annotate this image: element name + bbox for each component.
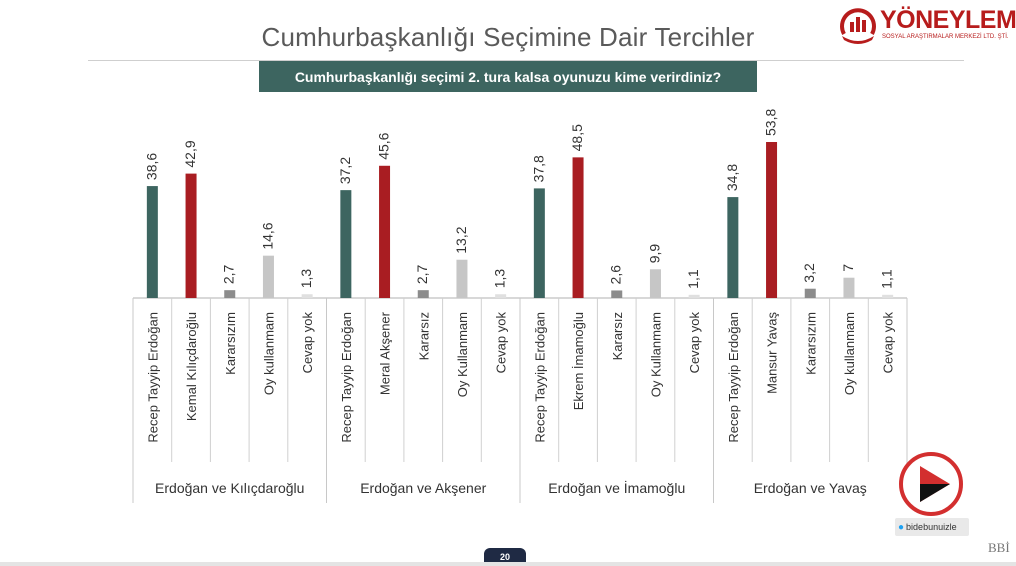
bar [340,190,352,298]
page-number: 20 [484,548,526,566]
data-label: 2,6 [608,265,624,285]
bar [727,197,739,298]
data-label: 45,6 [376,132,392,159]
question-banner: Cumhurbaşkanlığı seçimi 2. tura kalsa oy… [259,61,757,92]
social-handle: ● bidebunuizle [895,518,969,536]
page-title: Cumhurbaşkanlığı Seçimine Dair Tercihler [261,22,755,52]
bottom-bar [0,562,1016,566]
yoneylem-logo: YÖNEYLEM SOSYAL ARAŞTIRMALAR MERKEZİ LTD… [838,6,1016,46]
bar [804,288,816,298]
bar [224,290,236,298]
group-label: Erdoğan ve Akşener [360,480,486,496]
logo-hand-icon [840,8,876,44]
bar [843,277,855,298]
data-label: 1,1 [685,269,701,289]
tick-label: Oy Kullanmam [455,312,470,397]
tick-label: Kemal Kılıçdaroğlu [184,312,199,421]
tick-label: Oy kullanmam [261,312,276,395]
bar [649,269,661,298]
data-label: 48,5 [569,124,585,151]
tick-label: Kararsız [416,312,431,360]
bar [882,294,894,298]
tick-label: Meral Akşener [378,311,393,395]
data-label: 14,6 [259,222,275,249]
group-label: Erdoğan ve Kılıçdaroğlu [155,480,304,496]
bar [688,294,700,298]
tick-label: Cevap yok [687,312,702,374]
tick-label: Mansur Yavaş [765,312,780,394]
bird-icon: ● [898,521,905,533]
tick-label: Cevap yok [300,312,315,374]
data-label: 3,2 [801,263,817,283]
bar [185,173,197,298]
tick-label: Cevap yok [881,312,896,374]
corner-mark: BBİ [988,540,1010,555]
bar [456,259,468,298]
tick-label: Recep Tayyip Erdoğan [145,312,160,443]
tick-label: Kararsızım [223,312,238,375]
tick-label: Oy Kullanmam [648,312,663,397]
data-label: 38,6 [143,153,159,180]
data-label: 9,9 [646,244,662,264]
bar [572,157,584,298]
tick-label: Cevap yok [494,312,509,374]
tick-label: Oy kullanmam [842,312,857,395]
bar [611,290,623,298]
data-label: 34,8 [724,164,740,191]
logo-subtitle: SOSYAL ARAŞTIRMALAR MERKEZİ LTD. ŞTİ. [882,34,1009,40]
group-label: Erdoğan ve İmamoğlu [548,479,685,496]
data-label: 1,3 [298,269,314,289]
data-label: 37,2 [337,157,353,184]
data-label: 37,8 [530,155,546,182]
bar [417,290,429,298]
tick-label: Recep Tayyip Erdoğan [339,312,354,443]
data-label: 2,7 [414,264,430,284]
handle-text: bidebunuizle [906,522,957,532]
data-label: 7 [840,264,856,272]
bar [533,188,545,298]
tick-label: Kararsızım [803,312,818,375]
data-label: 2,7 [221,264,237,284]
title-divider [88,60,964,61]
tick-label: Recep Tayyip Erdoğan [726,312,741,443]
bar [495,294,507,298]
data-label: 1,1 [879,269,895,289]
bar [766,142,778,298]
logo-wordmark: YÖNEYLEM [880,6,1016,34]
data-label: 1,3 [492,269,508,289]
tick-label: Kararsız [610,312,625,360]
bar [301,294,313,298]
data-label: 53,8 [763,109,779,136]
group-label: Erdoğan ve Yavaş [754,480,867,496]
play-logo-icon [898,450,968,518]
data-label: 42,9 [182,140,198,167]
tick-label: Recep Tayyip Erdoğan [532,312,547,443]
bar [262,255,274,298]
data-label: 13,2 [453,226,469,253]
tick-label: Ekrem İmamoğlu [571,312,586,410]
bar [146,186,158,298]
bar [379,165,391,298]
